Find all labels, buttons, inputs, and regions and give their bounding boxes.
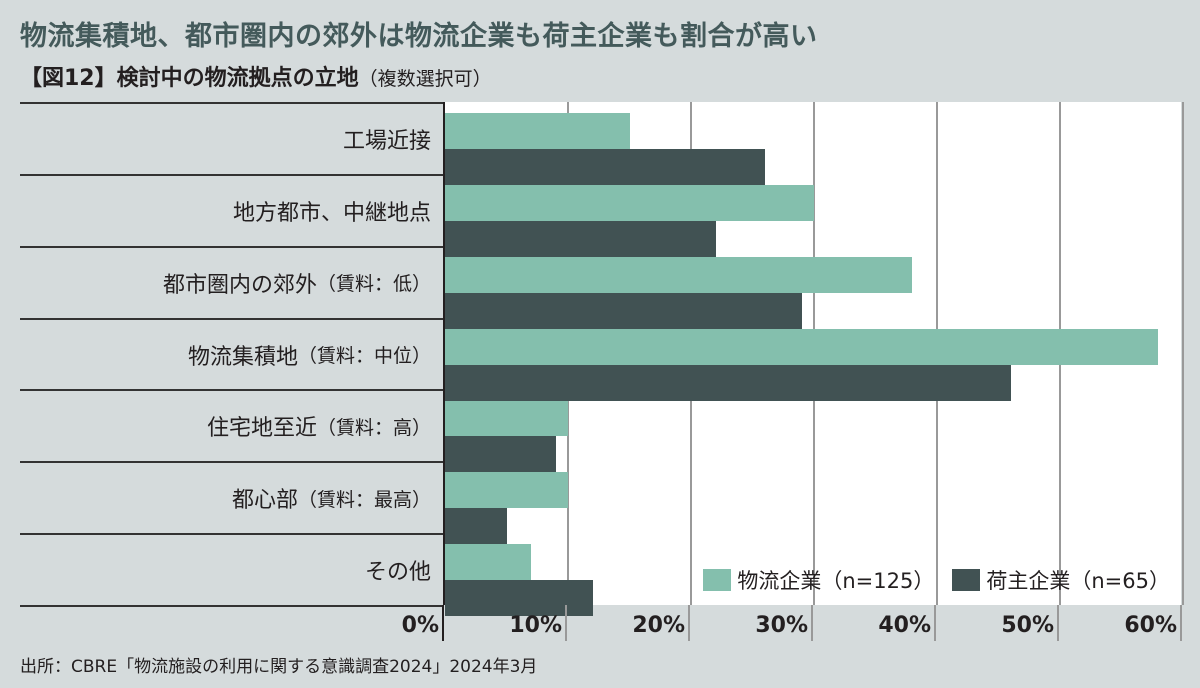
- category-label: 都心部 （賃料：最高）: [20, 463, 443, 536]
- subtitle-note: （複数選択可）: [358, 68, 492, 90]
- category-label-main: 都市圏内の郊外: [162, 272, 317, 298]
- bar-shipper: [445, 149, 765, 185]
- chart-subtitle: 【図12】検討中の物流拠点の立地（複数選択可）: [20, 60, 492, 92]
- category-label: 住宅地至近 （賃料：高）: [20, 391, 443, 464]
- tick-label: 40%: [878, 613, 931, 638]
- tick-label: 20%: [632, 613, 685, 638]
- category-label: 物流集積地 （賃料：中位）: [20, 320, 443, 392]
- category-label-main: 工場近接: [342, 128, 431, 154]
- tick-mark: [1180, 605, 1182, 641]
- legend-label-shipper: 荷主企業（n=65）: [986, 569, 1170, 593]
- bar-logistics: [445, 184, 814, 221]
- tick-label: 60%: [1124, 613, 1177, 638]
- bar-shipper: [445, 508, 507, 545]
- category-label-sub: （賃料：最高）: [297, 488, 431, 511]
- source-note: 出所：CBRE「物流施設の利用に関する意識調査2024」2024年3月: [20, 657, 538, 677]
- plot-area: [443, 102, 1184, 617]
- bar-shipper: [445, 364, 1011, 401]
- legend-swatch-shipper: [952, 569, 981, 591]
- tick-mark: [442, 605, 444, 641]
- bar-logistics: [445, 400, 568, 437]
- legend-label-logistics: 物流企業（n=125）: [737, 569, 935, 593]
- tick-mark: [565, 605, 567, 641]
- category-label-sub: （賃料：中位）: [297, 345, 431, 367]
- bar-logistics: [445, 113, 630, 149]
- bar-shipper: [445, 436, 556, 473]
- tick-mark: [811, 605, 813, 641]
- tick-label: 30%: [755, 613, 808, 638]
- category-label-main: 地方都市、中継地点: [232, 200, 431, 226]
- tick-mark: [688, 605, 690, 641]
- category-label-main: 都心部: [231, 488, 298, 514]
- category-label-main: その他: [364, 560, 431, 586]
- bar-logistics: [445, 256, 913, 293]
- legend-item-shipper: 荷主企業（n=65）: [952, 565, 1170, 595]
- category-label: その他: [20, 535, 443, 608]
- x-axis: 0% 10% 20% 30% 40% 50% 60%: [0, 605, 1200, 643]
- category-label-sub: （賃料：低）: [316, 273, 431, 296]
- tick-mark: [934, 605, 936, 641]
- category-label-main: 物流集積地: [187, 344, 298, 370]
- tick-mark: [1057, 605, 1059, 641]
- category-label: 工場近接: [20, 104, 443, 176]
- category-label: 地方都市、中継地点: [20, 176, 443, 248]
- category-label-sub: （賃料：高）: [316, 416, 431, 439]
- gridline: [1182, 102, 1184, 605]
- legend: 物流企業（n=125） 荷主企業（n=65）: [685, 565, 1170, 595]
- bar-shipper: [445, 580, 593, 617]
- bar-logistics: [445, 328, 1159, 365]
- bar-logistics: [445, 472, 568, 509]
- chart-title: 物流集積地、都市圏内の郊外は物流企業も荷主企業も割合が高い: [20, 21, 818, 52]
- legend-item-logistics: 物流企業（n=125）: [703, 565, 934, 595]
- tick-label: 50%: [1001, 613, 1054, 638]
- category-label: 都市圏内の郊外 （賃料：低）: [20, 248, 443, 320]
- legend-swatch-logistics: [703, 569, 732, 591]
- category-labels: 工場近接 地方都市、中継地点 都市圏内の郊外 （賃料：低） 物流集積地 （賃料：中位） 住宅…: [20, 102, 443, 608]
- bar-shipper: [445, 220, 716, 257]
- tick-label: 10%: [509, 613, 562, 638]
- tick-label: 0%: [401, 613, 439, 638]
- bar-logistics: [445, 544, 532, 581]
- bar-shipper: [445, 292, 802, 329]
- subtitle-main: 【図12】検討中の物流拠点の立地: [20, 66, 359, 91]
- category-label-main: 住宅地至近: [206, 416, 317, 442]
